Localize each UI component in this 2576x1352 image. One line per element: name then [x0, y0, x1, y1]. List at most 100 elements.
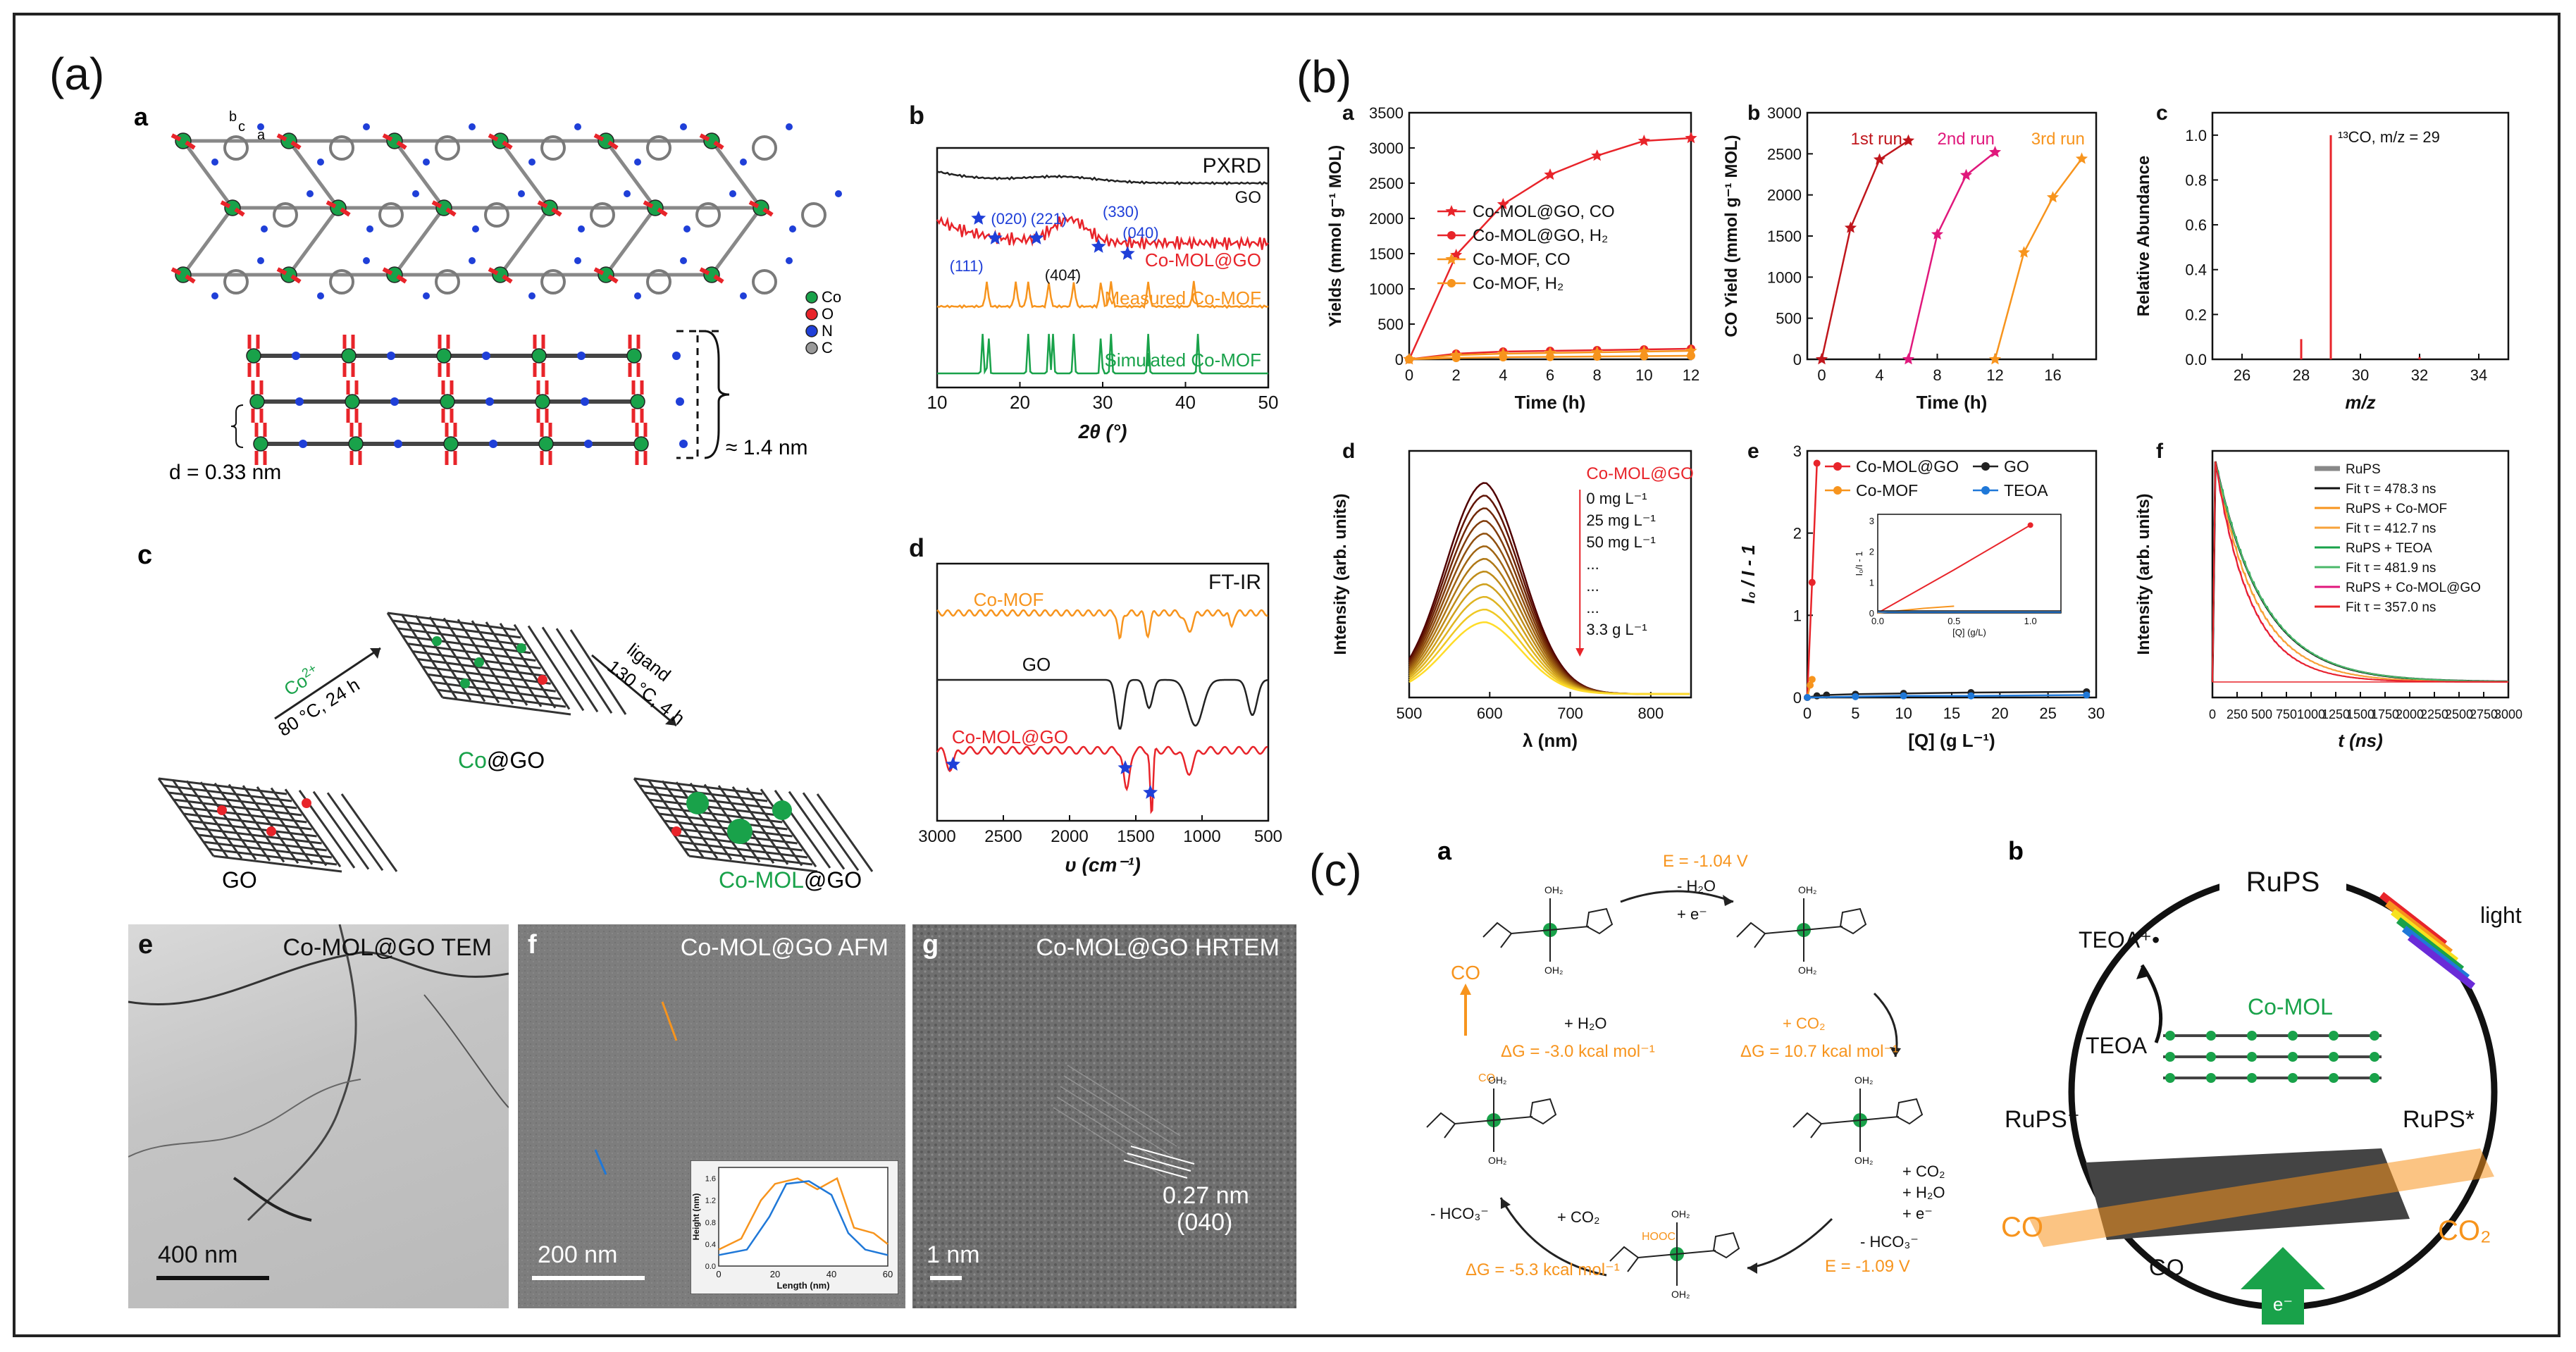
sheet-dot: [302, 798, 311, 808]
x-tick-label: 2500: [2445, 707, 2473, 721]
subpanel-tag-c: c: [137, 540, 152, 570]
o-bond: [234, 207, 245, 217]
legend-item: ...: [1586, 599, 1599, 616]
sheet-line: [659, 812, 788, 831]
peak-label: (040): [1122, 224, 1158, 242]
ring: [223, 269, 249, 294]
arrow-step2: [591, 654, 677, 727]
peak-star: [1117, 760, 1133, 774]
sheet-line: [270, 787, 328, 867]
inset-tick: 40: [826, 1269, 836, 1279]
sheet-dot: [538, 675, 547, 685]
stacked-layers: [230, 330, 730, 465]
x-tick-label: 3000: [918, 827, 955, 846]
subpanel-tag: f: [2156, 440, 2164, 463]
x-axis-label: υ (cm⁻¹): [1065, 854, 1141, 876]
x-tick-label: 32: [2411, 366, 2428, 384]
mask: [2160, 1064, 2392, 1085]
y-tick-label: 1000: [1767, 268, 1802, 286]
legend-text: RuPS + Co-MOL@GO: [2346, 581, 2481, 595]
spectrum-line: [1408, 621, 1690, 695]
n-atom: [680, 123, 687, 130]
legend-text: RuPS: [2346, 462, 2381, 477]
mask: [2219, 852, 2346, 902]
n-atom: [789, 225, 796, 232]
run-label: 3rd run: [2031, 130, 2085, 149]
dg-3: ΔG = -5.3 kcal mol⁻¹: [1466, 1260, 1620, 1279]
profile-orange: [718, 1177, 888, 1251]
o-bond: [699, 133, 710, 142]
x-tick-label: 25: [2039, 705, 2056, 722]
sheet-line: [731, 786, 789, 865]
peak-star: [971, 211, 986, 225]
legend-comof: Co-MOF: [974, 589, 1044, 610]
y-axis-label: CO Yield (mmol g⁻¹ MOL): [1722, 135, 1741, 337]
sheet-line: [284, 788, 342, 868]
sheet-line: [228, 783, 285, 863]
sheet-line: [407, 643, 536, 662]
legend-item: 0 mg L⁻¹: [1586, 490, 1647, 507]
sheet-line: [654, 805, 783, 824]
data-point: [1685, 132, 1697, 144]
co-atom: [2247, 1073, 2257, 1083]
o-bond: [396, 140, 407, 150]
y-tick-label: 0.2: [2185, 306, 2207, 323]
data-point: [1902, 134, 1915, 146]
y-tick-label: 2500: [1369, 175, 1404, 192]
step-text: + e⁻: [1902, 1205, 1933, 1222]
x-tick-label: 4: [1499, 366, 1507, 384]
n-atom: [472, 225, 479, 232]
x-tick-label: 4: [1875, 366, 1883, 384]
y-tick-label: 500: [1776, 310, 1802, 328]
x-tick-label: 40: [1175, 392, 1196, 413]
co2-reactant: CO₂: [2438, 1215, 2491, 1246]
co-atom: [253, 436, 268, 452]
n-atom: [211, 159, 218, 166]
data-point: [1815, 353, 1828, 365]
legend-text: RuPS + Co-MOF: [2346, 502, 2447, 516]
cycle-arrow: [1747, 1217, 1833, 1270]
imidazole-ring: [1529, 1098, 1557, 1125]
legend-text: Fit τ = 478.3 ns: [2346, 482, 2436, 497]
sheet-line: [400, 614, 458, 700]
peak-star: [946, 757, 960, 771]
arrow-head: [1890, 1047, 1901, 1057]
inset-line: [1877, 524, 2031, 614]
o-bond: [551, 207, 562, 217]
sheet-line: [256, 786, 314, 865]
data-point: [1451, 354, 1461, 362]
n-atom: [261, 225, 268, 232]
sheet-line: [527, 625, 585, 712]
co-atom: [2206, 1073, 2216, 1083]
bond: [392, 139, 446, 209]
peak-star: [987, 230, 1003, 244]
crystal-structure: a b c a d = 0.33 nm ≈ 1.4 nm Co O N C: [134, 102, 842, 484]
n-atom: [363, 123, 370, 130]
afm-image: f Co-MOL@GO AFM 0 20 40 60 0.0 0.4 0.8 1.2 1.6 Le…: [518, 924, 905, 1308]
go-label: GO: [222, 867, 257, 893]
y-tick-label: 0.8: [2185, 171, 2207, 189]
o-bond: [396, 274, 407, 284]
peak-label: (111): [950, 257, 984, 275]
n-atom: [469, 123, 476, 130]
o-bond: [762, 207, 774, 217]
n-atom: [528, 159, 535, 166]
inset-xlabel: Length (nm): [776, 1280, 829, 1291]
dg-2: ΔG = 10.7 kcal mol⁻¹: [1740, 1042, 1898, 1061]
o-bond: [699, 267, 710, 275]
o-bond: [643, 200, 654, 209]
sheet-line: [442, 696, 571, 716]
afm-caption: Co-MOL@GO AFM: [680, 934, 888, 961]
x-tick-label: 10: [1635, 366, 1652, 384]
height-brace: [704, 330, 730, 459]
hrtem-image: g Co-MOL@GO HRTEM 0.27 nm (040) 1 nm: [912, 924, 1296, 1308]
o-bond: [185, 140, 196, 150]
inset-tick: 0.8: [705, 1219, 716, 1227]
y-tick-label: 2500: [1767, 145, 1802, 163]
sheet-line: [760, 788, 817, 868]
x-tick-label: 28: [2293, 366, 2310, 384]
sheet-line: [633, 778, 691, 857]
dg-1: ΔG = -3.0 kcal mol⁻¹: [1501, 1042, 1655, 1061]
n-atom: [412, 190, 419, 197]
